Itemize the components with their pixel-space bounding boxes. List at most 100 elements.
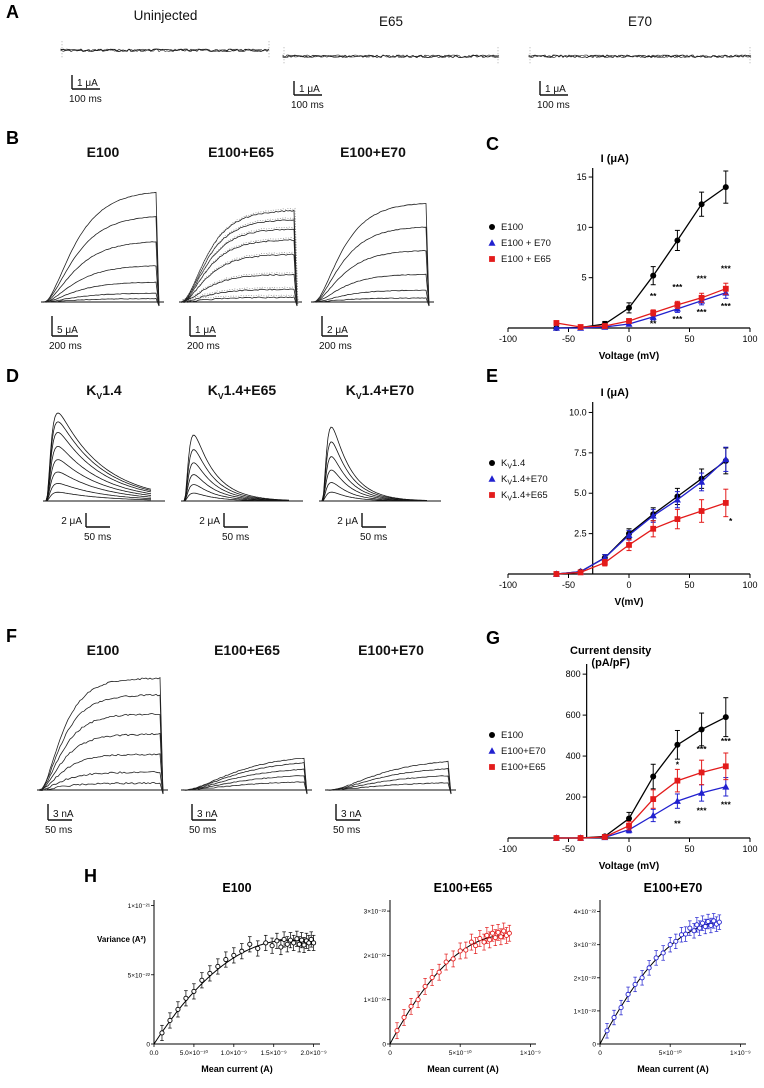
panel-label-c: C [486,134,499,154]
svg-text:1.0×10⁻⁹: 1.0×10⁻⁹ [221,1050,247,1057]
svg-text:3 nA: 3 nA [341,809,362,820]
panel-f-e100-e65: E100+E65 3 nA 50 ms [178,642,316,842]
svg-text:2.5: 2.5 [574,529,587,539]
svg-text:3 nA: 3 nA [53,809,74,820]
panel-label-a: A [6,2,19,22]
svg-text:E100+E70: E100+E70 [501,746,546,757]
svg-text:50: 50 [684,334,694,344]
svg-text:1 μA: 1 μA [545,84,566,95]
svg-text:400: 400 [566,751,581,761]
svg-text:200 ms: 200 ms [319,341,352,352]
svg-text:-50: -50 [562,580,575,590]
svg-text:E100+E70: E100+E70 [644,881,703,895]
trace-title: E100+E70 [358,642,424,658]
svg-text:1 μA: 1 μA [299,84,320,95]
panel-b-e100: E100 5 μA 200 ms [38,144,168,356]
e100-e70-patch-traces [325,760,456,795]
svg-text:**: ** [650,318,657,328]
e100-e65-activation-traces [179,207,302,307]
svg-text:*: * [729,516,733,526]
svg-text:***: *** [721,264,732,274]
svg-text:50 ms: 50 ms [84,532,111,543]
svg-text:800: 800 [566,669,581,679]
svg-text:*: * [676,759,680,769]
panel-label-g: G [486,628,501,648]
scale-bar: 1 μA 100 ms [69,75,102,105]
svg-text:E100 + E65: E100 + E65 [501,254,551,265]
svg-text:100: 100 [742,334,757,344]
e100-patch-traces [37,677,168,795]
uninjected-current-trace [60,41,270,60]
e100-e65-patch-traces [181,757,312,795]
trace-title: KV1.4+E70 [345,382,415,401]
svg-text:10: 10 [577,222,587,232]
svg-text:1.5×10⁻⁹: 1.5×10⁻⁹ [261,1050,287,1057]
svg-text:1×10⁻²¹: 1×10⁻²¹ [128,903,151,910]
svg-text:0.0: 0.0 [149,1050,158,1057]
trace-title: E100 [86,642,120,658]
panel-b-e100-e70: E100+E70 2 μA 200 ms [308,144,438,356]
svg-text:200 ms: 200 ms [187,341,220,352]
svg-text:0: 0 [626,580,631,590]
svg-text:2 μA: 2 μA [61,516,82,527]
svg-text:3 nA: 3 nA [197,809,218,820]
svg-text:***: *** [697,274,708,284]
trace-title: E100+E65 [208,144,274,160]
e100-e70-activation-traces [311,203,434,307]
panel-d-kv14: KV1.4 2 μA 50 ms [40,382,168,549]
svg-text:2 μA: 2 μA [337,516,358,527]
svg-text:100: 100 [742,844,757,854]
svg-text:50 ms: 50 ms [333,825,360,836]
trace-title: E100+E65 [214,642,280,658]
svg-text:E100+E65: E100+E65 [434,881,493,895]
svg-text:I (μA): I (μA) [601,153,629,165]
svg-text:Mean current (A): Mean current (A) [637,1064,709,1074]
svg-text:Mean current (A): Mean current (A) [427,1064,499,1074]
svg-text:50 ms: 50 ms [45,825,72,836]
svg-text:15: 15 [577,172,587,182]
panel-d-kv14-e70: KV1.4+E70 2 μA 50 ms [316,382,444,549]
svg-text:5×10⁻²²: 5×10⁻²² [128,972,151,979]
variance-plot-e100: 0.0 5.0×10⁻¹⁰ 1.0×10⁻⁹ 1.5×10⁻⁹ 2.0×10⁻⁹ 0 5×1… [97,881,327,1074]
svg-text:50: 50 [684,580,694,590]
svg-text:5: 5 [582,273,587,283]
trace-title: Uninjected [133,8,198,23]
scale-bar: 3 nA 50 ms [333,804,362,836]
e70-current-trace [528,47,752,66]
svg-text:0: 0 [626,334,631,344]
svg-text:Variance (A²): Variance (A²) [97,935,146,944]
svg-text:***: *** [721,736,732,746]
svg-text:**: ** [674,819,681,829]
svg-text:V(mV): V(mV) [615,597,644,608]
svg-text:1 μA: 1 μA [77,78,98,89]
svg-text:***: *** [697,805,708,815]
panel-label-h: H [84,866,97,886]
svg-text:KV1.4: KV1.4 [501,458,525,471]
panel-label-b: B [6,128,19,148]
svg-text:Voltage (mV): Voltage (mV) [599,861,659,872]
svg-text:2×10⁻²²: 2×10⁻²² [364,953,387,960]
e65-current-trace [282,47,500,66]
trace-title: E65 [378,14,404,29]
svg-text:E100: E100 [501,730,523,741]
trace-title: KV1.4 [86,382,122,401]
scale-bar: 1 μA 200 ms [187,316,220,352]
svg-text:E100: E100 [222,881,251,895]
svg-text:1×10⁻⁹: 1×10⁻⁹ [730,1050,751,1057]
svg-text:5 μA: 5 μA [57,325,78,336]
svg-text:5×10⁻¹⁰: 5×10⁻¹⁰ [659,1049,682,1057]
svg-text:4×10⁻²²: 4×10⁻²² [574,909,597,916]
panel-f-e100-e70: E100+E70 3 nA 50 ms [322,642,460,842]
panel-label-f: F [6,626,17,646]
svg-text:Voltage (mV): Voltage (mV) [599,351,659,362]
panel-d-kv14-e65: KV1.4+E65 2 μA 50 ms [178,382,306,549]
svg-text:0: 0 [388,1050,392,1057]
svg-text:***: *** [697,744,708,754]
svg-text:50 ms: 50 ms [222,532,249,543]
svg-text:E100: E100 [501,222,523,233]
svg-text:-100: -100 [499,580,517,590]
scale-bar: 3 nA 50 ms [45,804,74,836]
